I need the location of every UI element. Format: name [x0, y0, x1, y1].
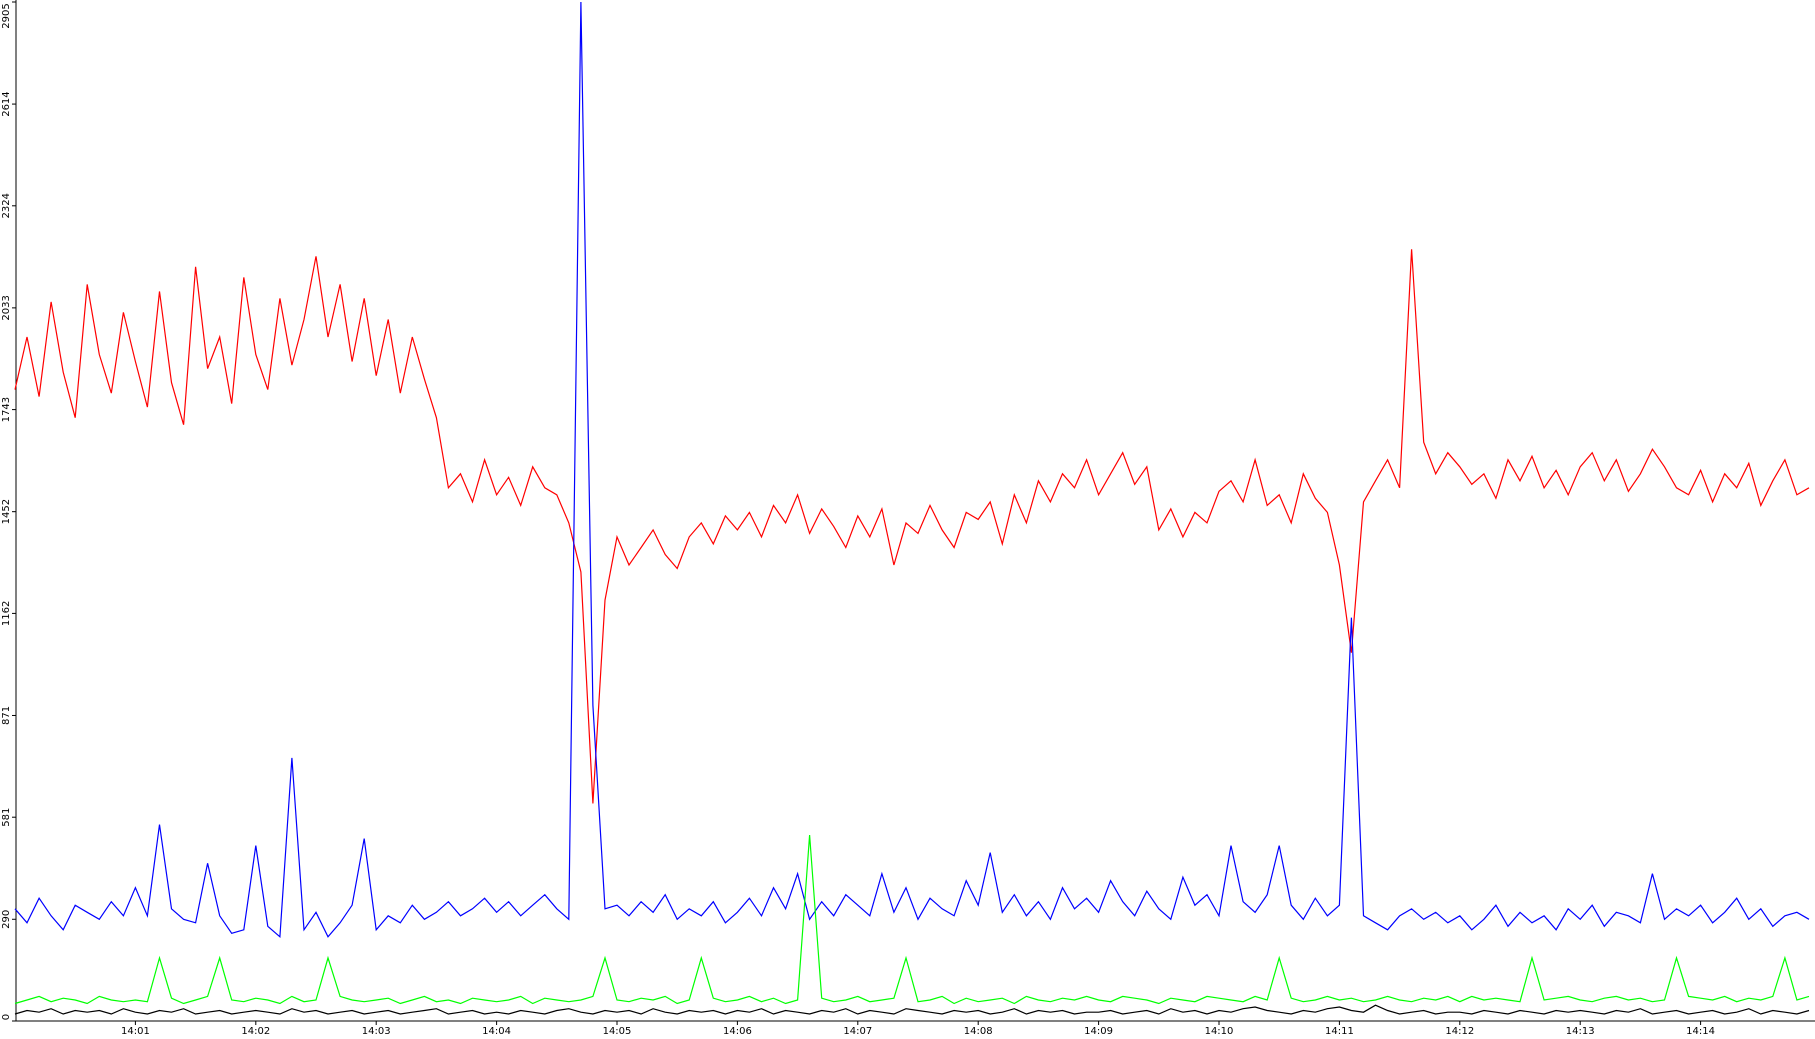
- series-line: [14, 835, 1810, 1005]
- y-tick-label: 0: [1, 1014, 12, 1020]
- x-tick-label: 14:06: [723, 1026, 752, 1037]
- x-tick-label: 14:08: [964, 1026, 993, 1037]
- series-line: [14, 1, 1810, 939]
- x-tick-label: 14:14: [1686, 1026, 1715, 1037]
- x-tick-label: 14:04: [482, 1026, 511, 1037]
- x-tick-label: 14:01: [121, 1026, 150, 1037]
- y-tick-label: 2324: [1, 193, 12, 218]
- x-tick-label: 14:11: [1325, 1026, 1354, 1037]
- y-tick-label: 871: [1, 706, 12, 725]
- x-tick-label: 14:05: [603, 1026, 632, 1037]
- x-tick-label: 14:09: [1084, 1026, 1113, 1037]
- x-tick-label: 14:12: [1445, 1026, 1474, 1037]
- y-tick-label: 2905: [1, 3, 12, 28]
- y-tick-label: 1162: [1, 601, 12, 626]
- y-tick-label: 2614: [1, 91, 12, 116]
- series-line: [14, 1004, 1810, 1015]
- y-tick-label: 1452: [1, 499, 12, 524]
- x-tick-label: 14:13: [1566, 1026, 1595, 1037]
- y-tick-label: 581: [1, 808, 12, 827]
- y-tick-label: 290: [1, 910, 12, 929]
- y-tick-label: 2033: [1, 295, 12, 320]
- y-tick-label: 1743: [1, 397, 12, 422]
- x-tick-label: 14:10: [1205, 1026, 1234, 1037]
- x-tick-label: 14:03: [362, 1026, 391, 1037]
- x-tick-label: 14:02: [241, 1026, 270, 1037]
- series-line: [14, 249, 1810, 804]
- x-tick-label: 14:07: [843, 1026, 872, 1037]
